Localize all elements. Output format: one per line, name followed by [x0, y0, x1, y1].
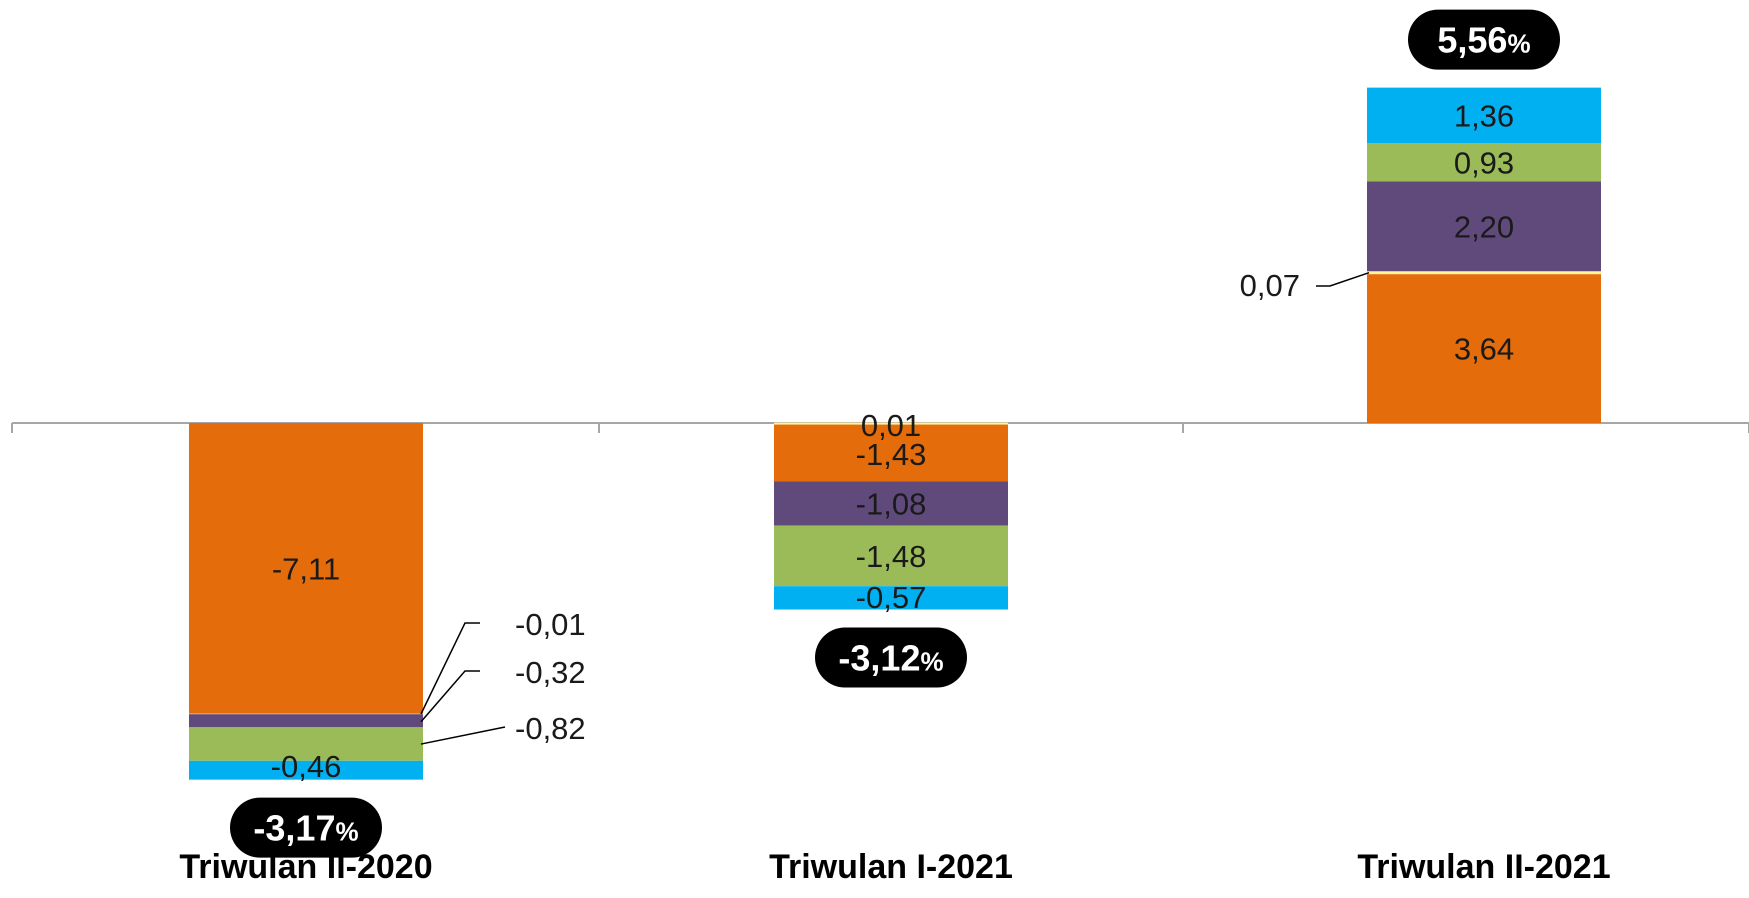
bar-segment-1-1: [774, 422, 1008, 425]
category-label-1: Triwulan I-2021: [769, 848, 1013, 886]
data-label-2-0: 3,64: [1454, 332, 1514, 367]
bar-segment-1-0: [774, 423, 1008, 482]
leader-line-0-1: [420, 622, 480, 715]
bar-segment-0-0: [189, 423, 423, 714]
bar-segment-2-1: [1367, 271, 1601, 275]
total-badge-1: [815, 627, 967, 688]
total-number-2: 5,56: [1437, 20, 1507, 61]
bar-segment-0-2: [189, 714, 423, 728]
data-label-2-1: 0,07: [1240, 268, 1300, 303]
bar-segment-1-3: [774, 525, 1008, 587]
data-label-2-2: 2,20: [1454, 209, 1514, 244]
data-label-1-3: -1,48: [856, 539, 927, 574]
total-label-1: -3,12%: [838, 638, 943, 679]
category-label-2: Triwulan II-2021: [1357, 848, 1610, 886]
total-unit-1: %: [920, 647, 943, 677]
bar-segment-0-3: [189, 727, 423, 761]
data-label-1-4: -0,57: [856, 580, 927, 615]
total-badge-2: [1408, 9, 1560, 70]
leader-line-0-3: [420, 726, 506, 745]
total-number-0: -3,17: [253, 808, 335, 849]
total-badge-0: [230, 797, 382, 858]
data-label-2-3: 0,93: [1454, 145, 1514, 180]
total-unit-0: %: [335, 817, 358, 847]
data-label-1-1: 0,01: [861, 408, 921, 443]
data-label-1-0: -1,43: [856, 437, 927, 472]
bar-segment-1-2: [774, 481, 1008, 526]
bar-segment-0-4: [189, 760, 423, 780]
data-label-0-3: -0,82: [515, 711, 586, 746]
bar-segment-2-4: [1367, 87, 1601, 144]
bar-segment-2-3: [1367, 143, 1601, 182]
bar-segment-2-0: [1367, 274, 1601, 423]
bar-segment-2-2: [1367, 181, 1601, 272]
leader-line-2-1: [1316, 271, 1370, 287]
category-label-0: Triwulan II-2020: [179, 848, 432, 886]
data-label-2-4: 1,36: [1454, 98, 1514, 133]
data-label-0-1: -0,01: [515, 607, 586, 642]
data-label-1-2: -1,08: [856, 487, 927, 522]
leader-line-0-2: [420, 670, 480, 723]
data-label-0-4: -0,46: [271, 749, 342, 784]
total-unit-2: %: [1507, 29, 1530, 59]
data-label-0-2: -0,32: [515, 655, 586, 690]
total-label-0: -3,17%: [253, 808, 358, 849]
total-number-1: -3,12: [838, 638, 920, 679]
bar-segment-1-4: [774, 586, 1008, 610]
total-label-2: 5,56%: [1437, 20, 1530, 61]
data-label-0-0: -7,11: [272, 551, 340, 586]
